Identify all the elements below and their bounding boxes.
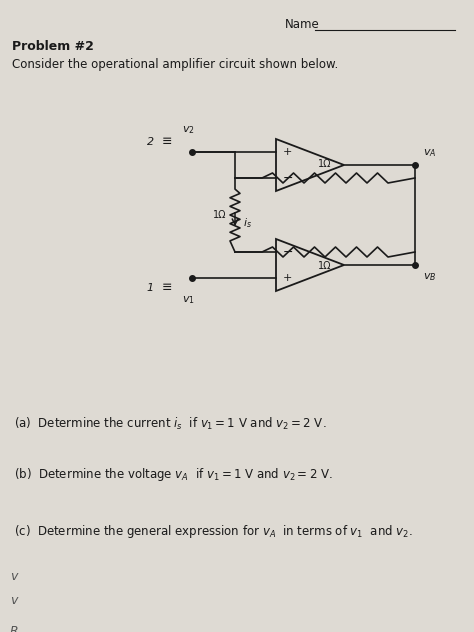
Text: Problem #2: Problem #2 xyxy=(12,40,94,53)
Text: 1: 1 xyxy=(147,283,154,293)
Text: −: − xyxy=(283,245,293,258)
Text: ≡: ≡ xyxy=(162,135,172,149)
Text: $i_s$: $i_s$ xyxy=(243,216,252,230)
Text: $v_1$: $v_1$ xyxy=(182,294,195,306)
Text: +: + xyxy=(283,147,292,157)
Text: (c)  Determine the general expression for $v_A$  in terms of $v_1$  and $v_2$.: (c) Determine the general expression for… xyxy=(14,523,413,540)
Text: −: − xyxy=(283,171,293,185)
Text: 1Ω: 1Ω xyxy=(318,159,332,169)
Text: 2: 2 xyxy=(147,137,154,147)
Text: v: v xyxy=(10,594,18,607)
Text: $v_B$: $v_B$ xyxy=(423,271,437,283)
Text: ≡: ≡ xyxy=(162,281,172,295)
Text: Consider the operational amplifier circuit shown below.: Consider the operational amplifier circu… xyxy=(12,58,338,71)
Text: +: + xyxy=(283,273,292,283)
Text: 1Ω: 1Ω xyxy=(212,210,226,220)
Text: 1Ω: 1Ω xyxy=(318,261,332,271)
Text: (a)  Determine the current $i_s$  if $v_1 = 1$ V and $v_2 = 2$ V.: (a) Determine the current $i_s$ if $v_1 … xyxy=(14,416,327,432)
Text: (b)  Determine the voltage $v_A$  if $v_1 = 1$ V and $v_2 = 2$ V.: (b) Determine the voltage $v_A$ if $v_1 … xyxy=(14,466,333,483)
Text: v: v xyxy=(10,570,18,583)
Text: $v_2$: $v_2$ xyxy=(182,125,195,136)
Text: R: R xyxy=(10,625,18,632)
Text: $v_A$: $v_A$ xyxy=(423,147,437,159)
Text: Name: Name xyxy=(285,18,320,31)
